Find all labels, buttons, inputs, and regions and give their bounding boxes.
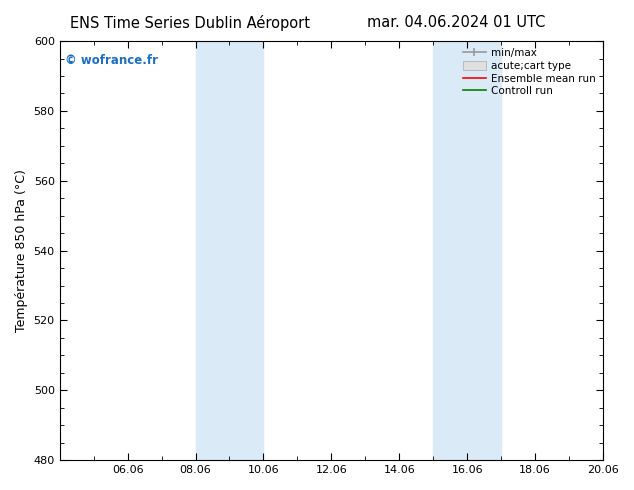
Text: ENS Time Series Dublin Aéroport: ENS Time Series Dublin Aéroport bbox=[70, 15, 310, 31]
Text: © wofrance.fr: © wofrance.fr bbox=[65, 53, 158, 67]
Bar bbox=[195, 41, 264, 460]
Text: mar. 04.06.2024 01 UTC: mar. 04.06.2024 01 UTC bbox=[367, 15, 546, 30]
Legend: min/max, acute;cart type, Ensemble mean run, Controll run: min/max, acute;cart type, Ensemble mean … bbox=[461, 46, 598, 98]
Bar bbox=[433, 41, 501, 460]
Y-axis label: Température 850 hPa (°C): Température 850 hPa (°C) bbox=[15, 169, 28, 332]
